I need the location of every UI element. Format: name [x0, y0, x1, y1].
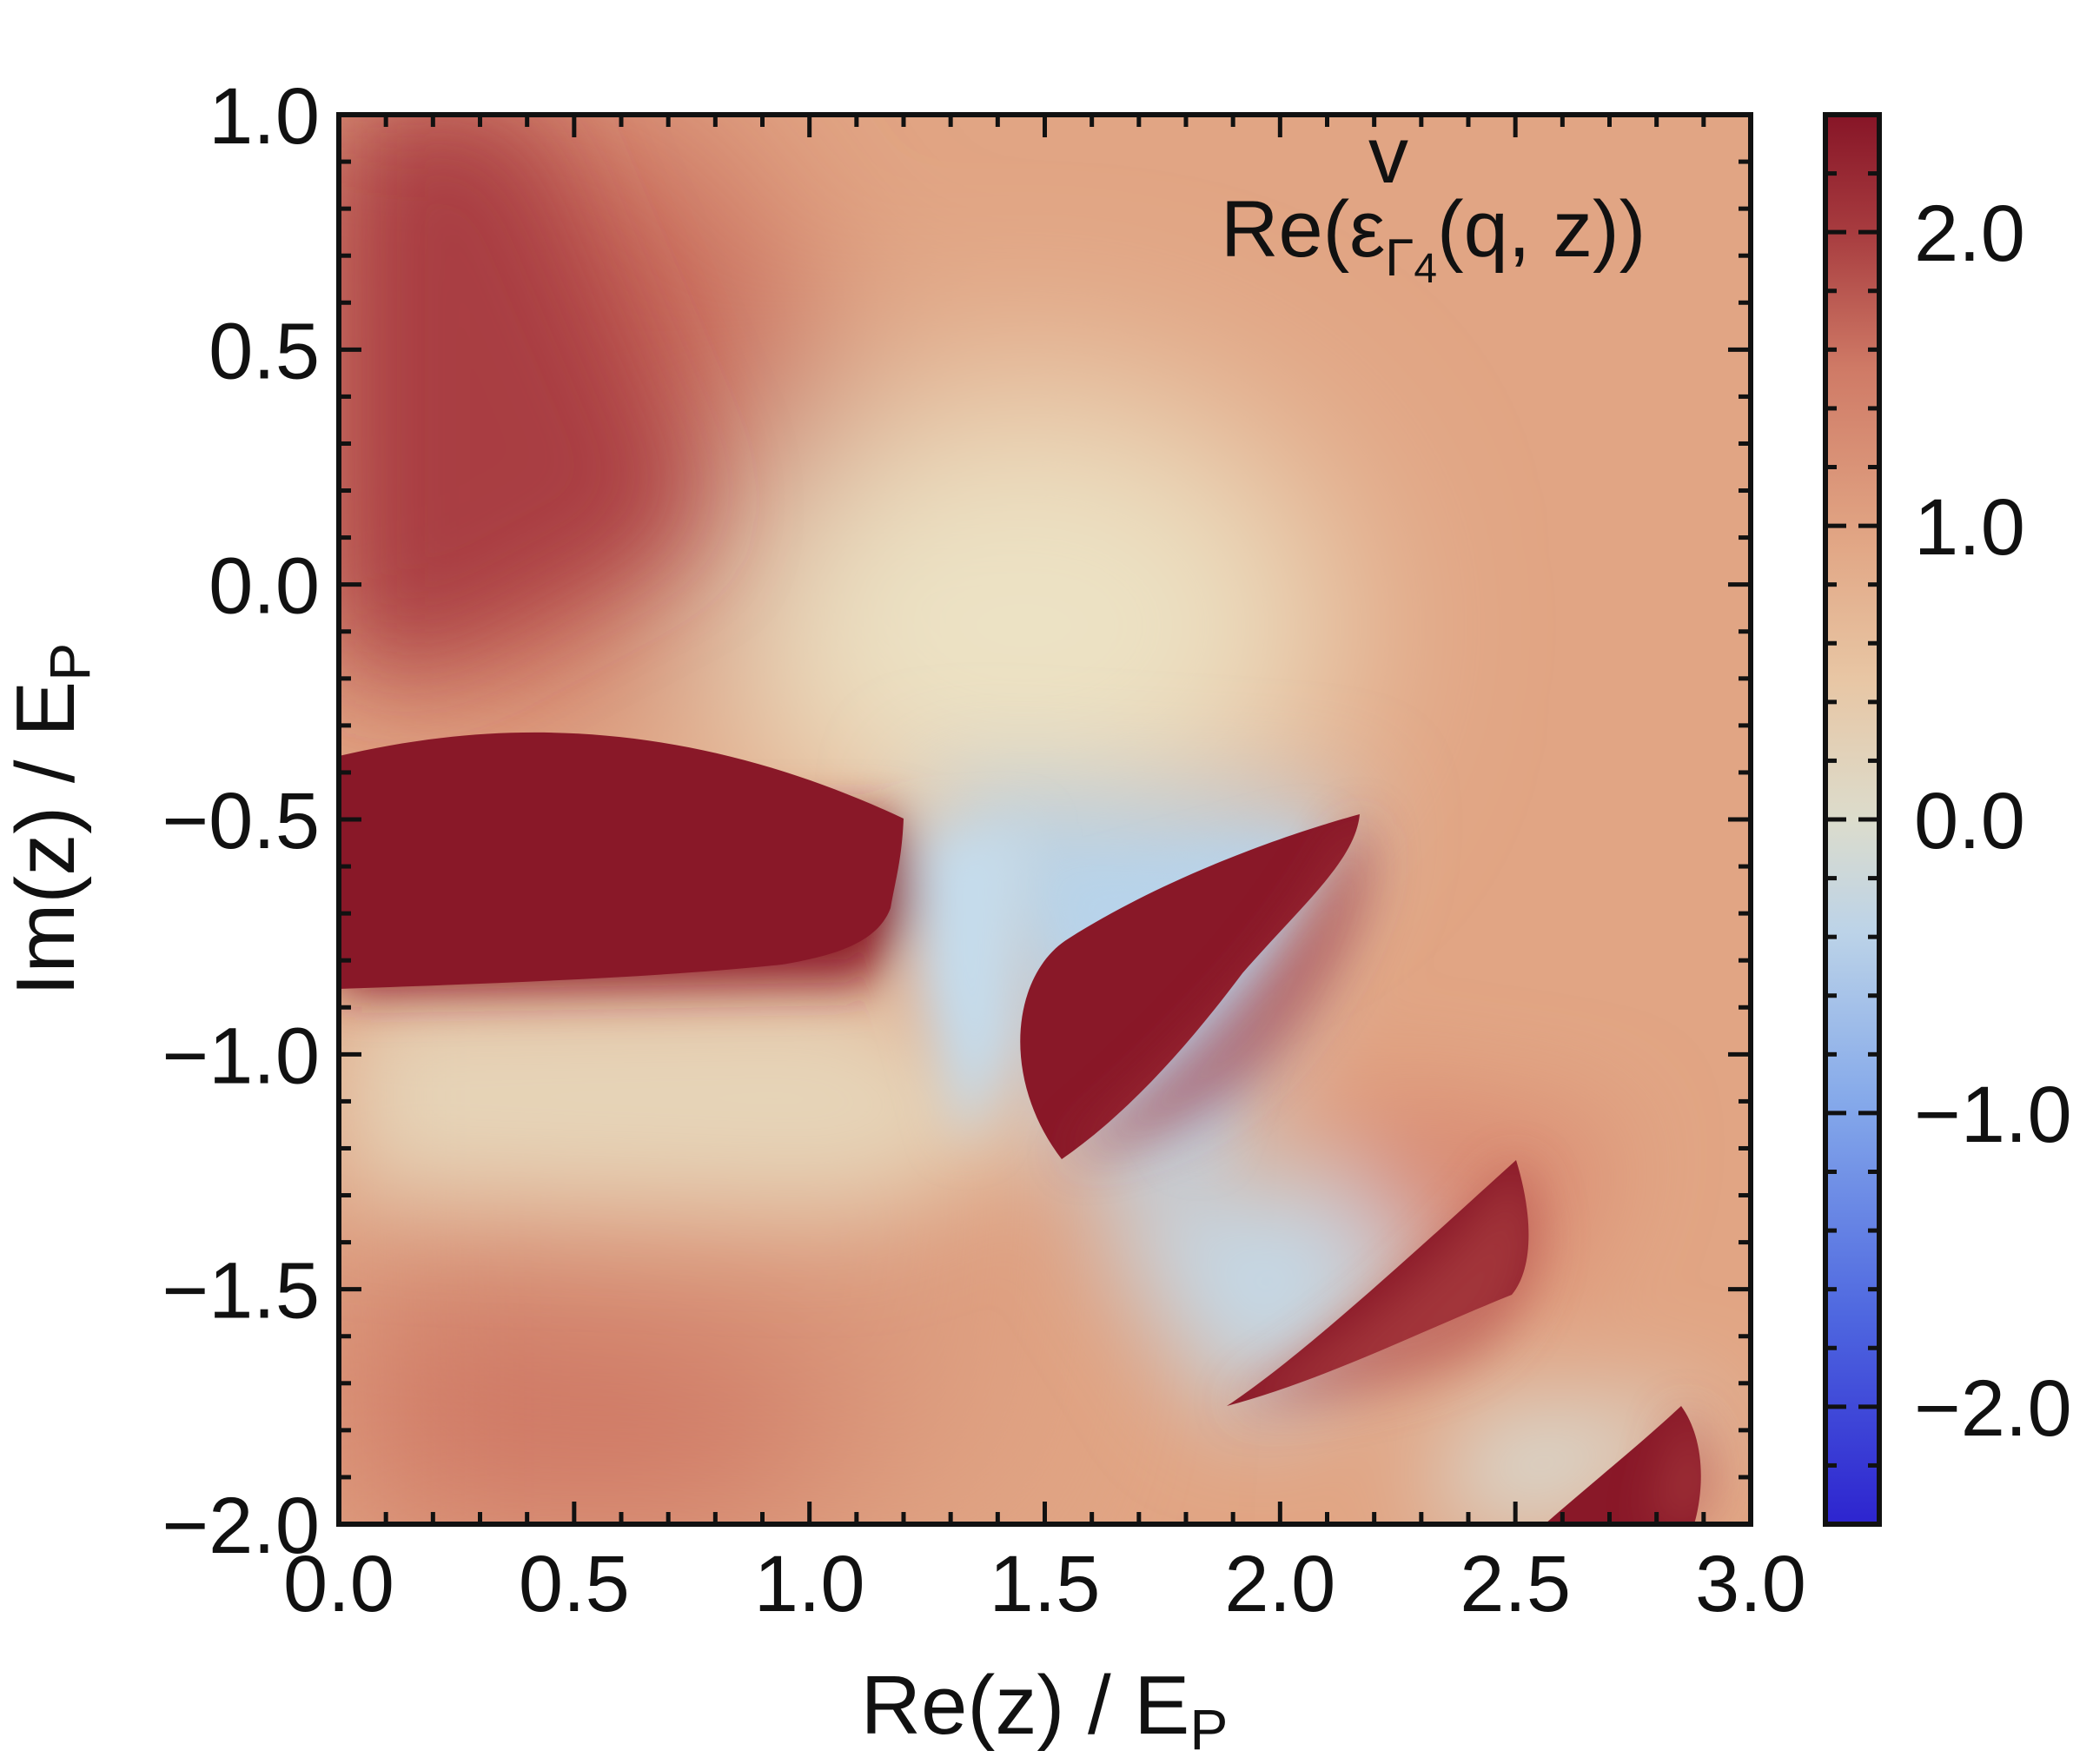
y-tick-label: 1.0	[209, 72, 320, 161]
colorbar-tick-label: 0.0	[1914, 777, 2025, 865]
annotation-accent: v	[1368, 111, 1408, 200]
x-axis-label-sub: P	[1189, 1697, 1228, 1761]
annotation-subsubscript: 4	[1414, 246, 1437, 292]
x-tick-label: 1.5	[990, 1540, 1101, 1628]
dark-region-1	[339, 732, 904, 989]
x-tick-label: 2.5	[1460, 1540, 1571, 1628]
y-tick-label: −1.5	[162, 1247, 320, 1336]
plot-axes: 0.0 0.5 1.0 1.5 2.0 2.5 3.0 1.0 0.5 0.0 −0.5 −1.0 −…	[162, 72, 1806, 1628]
x-axis-label-main: Re(z) / E	[861, 1659, 1190, 1752]
x-axis-label: Re(z) / EP	[861, 1659, 1229, 1761]
colorbar-tick-label: −2.0	[1914, 1364, 2072, 1453]
heatmap-field	[339, 115, 1751, 1524]
y-axis-label: Im(z) / EP	[0, 643, 102, 997]
x-tick-label: 3.0	[1695, 1540, 1806, 1628]
dark-region-2	[1020, 814, 1360, 1159]
y-tick-label: 0.0	[209, 542, 320, 631]
heatmap-annotation: Re(εΓ4(q, z)) v	[1221, 111, 1646, 292]
x-tick-label: 1.0	[754, 1540, 865, 1628]
y-tick-label: −0.5	[162, 777, 320, 865]
annotation-suffix: (q, z))	[1437, 185, 1646, 274]
annotation-subscript: Γ	[1385, 229, 1414, 287]
y-axis-label-sub: P	[37, 643, 102, 681]
y-tick-label: 0.5	[209, 307, 320, 395]
x-ticks: 0.0 0.5 1.0 1.5 2.0 2.5 3.0	[283, 115, 1806, 1628]
colorbar-tick-label: 1.0	[1914, 483, 2025, 572]
dark-region-3	[1227, 1160, 1529, 1406]
colorbar-tick-label: −1.0	[1914, 1071, 2072, 1159]
x-tick-label: 2.0	[1224, 1540, 1335, 1628]
colorbar-ticks: 2.0 1.0 0.0 −1.0 −2.0	[1825, 171, 2072, 1468]
y-tick-label: −1.0	[162, 1011, 320, 1100]
colorbar-tick-label: 2.0	[1914, 189, 2025, 278]
svg-text:Re(εΓ4(q, z)): Re(εΓ4(q, z))	[1221, 185, 1646, 292]
y-axis-label-main: Im(z) / E	[0, 681, 92, 997]
colorbar: 2.0 1.0 0.0 −1.0 −2.0	[1823, 112, 2072, 1527]
y-ticks: 1.0 0.5 0.0 −0.5 −1.0 −1.5 −2.0	[162, 72, 1751, 1570]
y-tick-label: −2.0	[162, 1482, 320, 1570]
x-tick-label: 0.5	[519, 1540, 630, 1628]
x-tick-label: 0.0	[283, 1540, 394, 1628]
annotation-symbol: ε	[1349, 185, 1385, 274]
annotation-prefix: Re(	[1221, 185, 1350, 274]
